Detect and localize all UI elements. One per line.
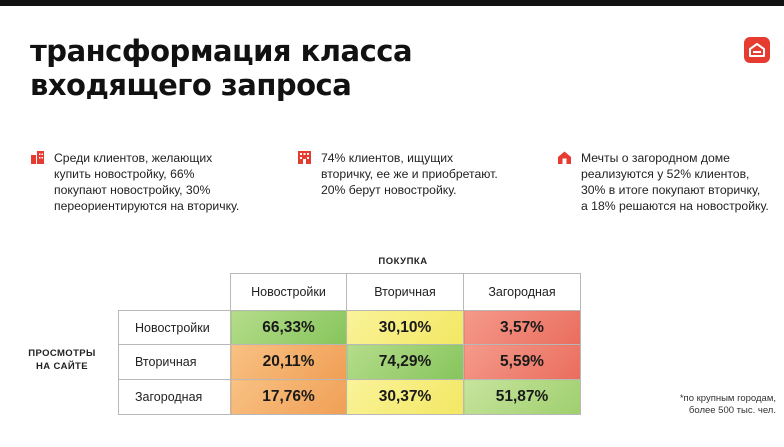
title-line: трансформация класса	[30, 34, 413, 68]
card-text-line: купить новостройку, 66%	[54, 167, 195, 181]
views-axis-label-line: ПРОСМОТРЫ	[28, 348, 96, 359]
matrix-cell: 66,33%	[230, 310, 347, 345]
views-axis-label: ПРОСМОТРЫ НА САЙТЕ	[20, 347, 104, 373]
matrix-row: Вторичная 20,11% 74,29% 5,59%	[118, 344, 581, 380]
card-text-line: покупают новостройку, 30%	[54, 183, 211, 197]
footnote: *по крупным городам, более 500 тыс. чел.	[660, 393, 776, 417]
card-text-line: 20% берут новостройку.	[321, 183, 457, 197]
matrix-corner	[119, 274, 231, 311]
column-header: Загородная	[463, 273, 581, 311]
column-header: Вторичная	[346, 273, 464, 311]
matrix-cell: 74,29%	[346, 344, 464, 380]
matrix-cell: 5,59%	[463, 344, 581, 380]
card-text-line: реализуются у 52% клиентов,	[581, 167, 750, 181]
matrix-cell: 51,87%	[463, 379, 581, 415]
footnote-line: *по крупным городам,	[679, 393, 776, 404]
card-text-line: вторичку, ее же и приобретают.	[321, 167, 498, 181]
footnote-line: более 500 тыс. чел.	[688, 405, 776, 416]
row-header: Вторичная	[118, 344, 231, 380]
apartment-block-icon	[298, 151, 311, 164]
matrix-cell: 17,76%	[230, 379, 347, 415]
matrix-header-row: Новостройки Вторичная Загородная	[119, 273, 581, 311]
card-text-line: Среди клиентов, желающих	[54, 151, 213, 165]
matrix-cell: 20,11%	[230, 344, 347, 380]
brand-logo-icon	[744, 37, 770, 63]
matrix-cell: 30,10%	[346, 310, 464, 345]
row-header: Загородная	[118, 379, 231, 415]
matrix-cell: 30,37%	[346, 379, 464, 415]
card-text-line: переориентируются на вторичку.	[54, 199, 240, 213]
column-header: Новостройки	[230, 273, 347, 311]
card-text-line: а 18% решаются на новостройку.	[581, 199, 769, 213]
house-icon	[558, 151, 571, 164]
matrix-cell: 3,57%	[463, 310, 581, 345]
card-text-line: 30% в итоге покупают вторичку,	[581, 183, 761, 197]
building-icon	[31, 151, 44, 164]
title-line: входящего запроса	[30, 68, 352, 102]
matrix-row: Новостройки 66,33% 30,10% 3,57%	[118, 310, 581, 345]
top-border	[0, 0, 784, 6]
conversion-matrix: Новостройки Вторичная Загородная Новостр…	[118, 273, 581, 415]
page-title: трансформация класса входящего запроса	[30, 34, 550, 102]
matrix-row: Загородная 17,76% 30,37% 51,87%	[118, 379, 581, 415]
card-text-line: 74% клиентов, ищущих	[321, 151, 454, 165]
card-text-line: Мечты о загородном доме	[581, 151, 730, 165]
views-axis-label-line: НА САЙТЕ	[35, 361, 88, 372]
purchase-axis-label: ПОКУПКА	[378, 256, 428, 267]
row-header: Новостройки	[118, 310, 231, 345]
